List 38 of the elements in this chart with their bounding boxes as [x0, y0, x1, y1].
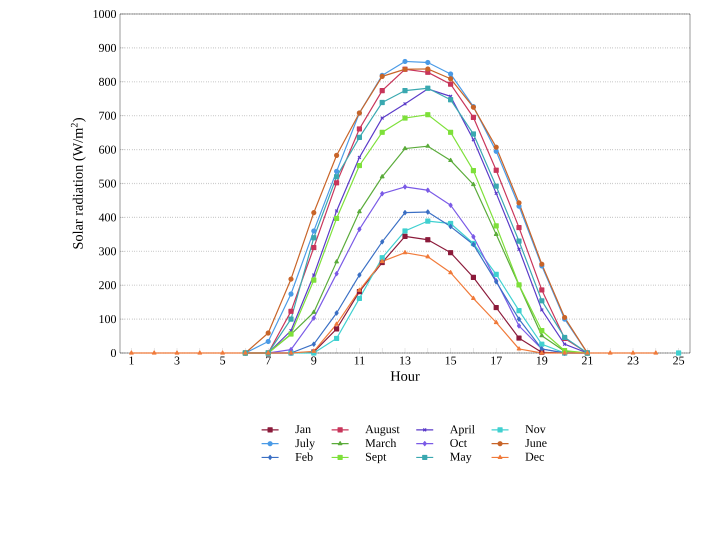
y-tick-label: 800	[99, 78, 116, 86]
y-tick-label: 600	[99, 146, 116, 154]
legend-label: April	[450, 424, 475, 436]
legend-label: August	[365, 425, 400, 436]
x-tick-label: 13	[400, 356, 411, 365]
y-tick-label: 0	[110, 348, 116, 358]
legend-label: Nov	[525, 425, 546, 434]
y-tick-label: 900	[98, 44, 116, 52]
y-tick-label: 500	[99, 179, 116, 188]
x-tick-label: 23	[628, 356, 639, 365]
y-tick-label: 300	[99, 247, 116, 256]
y-tick-label: 100	[100, 315, 116, 324]
y-tick-label: 700	[99, 112, 116, 120]
legend-label: Jan	[295, 425, 311, 434]
x-tick-label: 1	[129, 356, 134, 364]
legend-label: May	[450, 452, 472, 464]
x-tick-label: 9	[311, 356, 316, 365]
x-tick-label: 3	[174, 356, 180, 365]
legend-label: June	[525, 438, 547, 447]
x-tick-label: 21	[582, 356, 593, 364]
y-tick-label: 200	[99, 281, 116, 290]
x-axis-title: Hour	[390, 371, 420, 381]
legend-label: Feb	[295, 452, 313, 461]
legend-label: Oct	[450, 438, 467, 447]
legend-label: March	[366, 438, 396, 448]
x-tick-label: 15	[446, 356, 456, 365]
legend-label: July	[295, 438, 316, 450]
y-tick-label: 400	[98, 213, 116, 222]
x-tick-label: 19	[536, 356, 548, 365]
x-tick-label: 7	[266, 356, 271, 364]
y-tick-label: 1000	[94, 10, 116, 18]
legend-label: Dec	[525, 452, 544, 461]
x-tick-label: 11	[354, 356, 364, 364]
legend-label: Sept	[366, 452, 386, 464]
x-tick-label: 17	[491, 356, 502, 364]
y-axis-title: Solar radiation (W/m$^{2}$)	[70, 118, 86, 249]
x-tick-label: 25	[673, 356, 684, 365]
x-tick-label: 5	[220, 356, 226, 364]
